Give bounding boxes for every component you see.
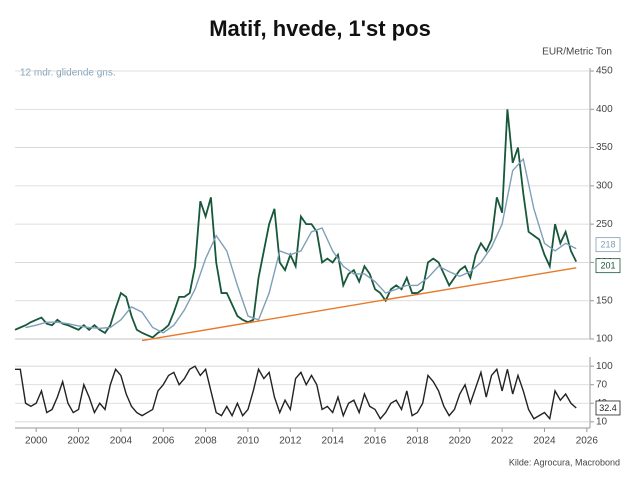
y-tick-label: 400 xyxy=(596,104,613,115)
x-tick-label: 2022 xyxy=(491,436,514,447)
y-tick-label: 450 xyxy=(596,66,613,77)
y-tick-label: 10 xyxy=(596,416,608,427)
x-tick-label: 2004 xyxy=(110,436,133,447)
x-tick-label: 2010 xyxy=(237,436,260,447)
x-tick-label: 2002 xyxy=(67,436,90,447)
end-label: 32.4 xyxy=(599,403,617,413)
x-tick-label: 2008 xyxy=(194,436,217,447)
x-tick-label: 2000 xyxy=(25,436,48,447)
x-tick-label: 2018 xyxy=(406,436,429,447)
x-tick-label: 2024 xyxy=(533,436,556,447)
series-line xyxy=(25,157,577,334)
end-label-box xyxy=(595,400,621,416)
y-axis-label: EUR/Metric Ton xyxy=(542,47,612,58)
x-tick-label: 2012 xyxy=(279,436,302,447)
y-tick-label: 250 xyxy=(596,219,613,230)
y-tick-label: 70 xyxy=(596,379,608,390)
y-tick-label: 350 xyxy=(596,142,613,153)
end-label: 218 xyxy=(600,240,615,250)
y-tick-label: 100 xyxy=(596,334,613,345)
chart-title: Matif, hvede, 1'st pos xyxy=(209,16,431,41)
x-tick-label: 2014 xyxy=(322,436,345,447)
y-tick-label: 100 xyxy=(596,361,613,372)
series-line xyxy=(141,267,577,342)
series-line xyxy=(14,109,578,339)
source: Kilde: Agrocura, Macrobond xyxy=(509,457,620,467)
x-tick-label: 2020 xyxy=(449,436,472,447)
end-label-box xyxy=(595,258,621,274)
series-line xyxy=(15,365,577,421)
annotation: 12 mdr. glidende gns. xyxy=(20,68,116,79)
end-label-box xyxy=(595,237,621,253)
y-tick-label: 150 xyxy=(596,295,613,306)
y-tick-label: 300 xyxy=(596,180,613,191)
x-tick-label: 2016 xyxy=(364,436,387,447)
x-tick-label: 2006 xyxy=(152,436,175,447)
x-tick-label: 2026 xyxy=(576,436,599,447)
end-label: 201 xyxy=(600,261,615,271)
